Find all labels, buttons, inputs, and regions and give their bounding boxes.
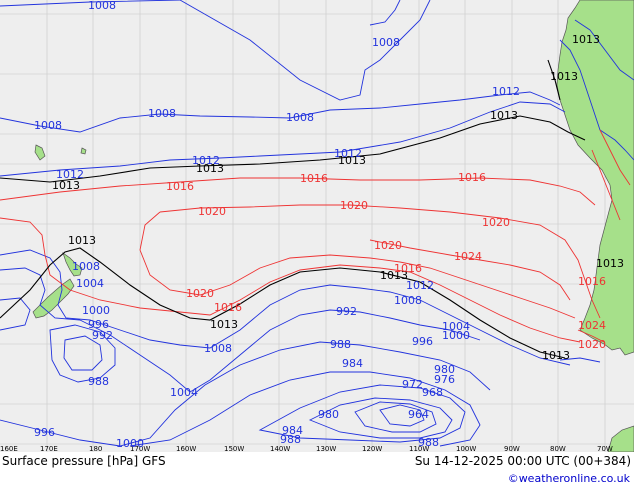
isobar-label: 1013 (542, 349, 570, 362)
isobar-label: 980 (318, 408, 339, 421)
isobar-label: 996 (412, 335, 433, 348)
isobar-label: 964 (408, 408, 429, 421)
isobar-label: 984 (342, 357, 363, 370)
lon-tick: 120W (362, 445, 382, 453)
isobar-label: 988 (88, 375, 109, 388)
isobar-label: 1020 (578, 338, 606, 351)
antarctic-peninsula-tip (607, 425, 634, 453)
isobar-label: 968 (422, 386, 443, 399)
isobar-label: 988 (418, 436, 439, 449)
isobar-label: 972 (402, 378, 423, 391)
isobar-label: 1013 (196, 162, 224, 175)
isobar-label: 1004 (442, 320, 470, 333)
isobar-label: 984 (282, 424, 303, 437)
isobar-label: 1012 (334, 147, 362, 160)
isobar-label: 1013 (380, 269, 408, 282)
isobar-label: 996 (34, 426, 55, 439)
isobar-label: 1020 (186, 287, 214, 300)
isobar-label: 1008 (88, 0, 116, 12)
isobar-label: 1013 (572, 33, 600, 46)
lon-tick: 160E (0, 445, 18, 453)
isobar-label: 1013 (52, 179, 80, 192)
lon-tick: 90W (504, 445, 520, 453)
isobar-label: 1020 (482, 216, 510, 229)
isobar-label: 1024 (454, 250, 482, 263)
credit-link[interactable]: ©weatheronline.co.uk (507, 472, 630, 485)
standard-isobars (0, 59, 586, 359)
low-isobars (0, 0, 634, 447)
isobar-label: 1013 (550, 70, 578, 83)
isobar-label: 1004 (76, 277, 104, 290)
isobar-label: 1016 (214, 301, 242, 314)
isobar-label: 1016 (578, 275, 606, 288)
high-isobars (0, 129, 631, 343)
isobar-labels: 1008 1008 1008 1008 1008 1008 1008 1008 … (34, 0, 624, 450)
lon-tick: 100W (456, 445, 476, 453)
isobar-label: 1016 (458, 171, 486, 184)
isobar-label: 1016 (394, 262, 422, 275)
isobar-label: 980 (434, 363, 455, 376)
lon-tick: 130W (316, 445, 336, 453)
lon-tick: 80W (550, 445, 566, 453)
isobar-label: 1013 (338, 154, 366, 167)
isobar-label: 1016 (300, 172, 328, 185)
isobar-label: 1012 (56, 168, 84, 181)
lon-tick: 70W (597, 445, 613, 453)
new-zealand-north-island (62, 252, 83, 277)
isobar-label: 1020 (340, 199, 368, 212)
map-footer: Surface pressure [hPa] GFS Su 14-12-2025… (0, 452, 634, 490)
isobar-label: 1013 (68, 234, 96, 247)
isobar-label: 1020 (198, 205, 226, 218)
isobar-label: 1013 (490, 109, 518, 122)
isobar-label: 1000 (442, 329, 470, 342)
isobar-label: 1008 (72, 260, 100, 273)
isobar-label: 1016 (166, 180, 194, 193)
lon-tick: 170W (130, 445, 150, 453)
pacific-island-a (34, 144, 46, 161)
longitude-axis: 160E 170E 180 170W 160W 150W 140W 130W 1… (0, 445, 613, 453)
pacific-island-b (80, 147, 87, 155)
lon-tick: 160W (176, 445, 196, 453)
isobar-label: 1012 (192, 154, 220, 167)
isobar-label: 1012 (492, 85, 520, 98)
isobar-label: 1008 (148, 107, 176, 120)
lon-tick: 150W (224, 445, 244, 453)
isobar-label: 1013 (596, 257, 624, 270)
isobar-label: 992 (336, 305, 357, 318)
isobar-label: 992 (92, 329, 113, 342)
isobar-label: 1013 (210, 318, 238, 331)
isobar-label: 1024 (578, 319, 606, 332)
valid-time: Su 14-12-2025 00:00 UTC (00+384) (414, 454, 631, 468)
isobar-label: 1008 (372, 36, 400, 49)
isobar-label: 1008 (204, 342, 232, 355)
isobar-label: 988 (280, 433, 301, 446)
isobar-label: 976 (434, 373, 455, 386)
isobar-label: 1020 (374, 239, 402, 252)
isobar-label: 1000 (116, 437, 144, 450)
lon-tick: 170E (40, 445, 58, 453)
lon-tick: 180 (89, 445, 102, 453)
lon-tick: 140W (270, 445, 290, 453)
lon-tick: 110W (409, 445, 429, 453)
isobar-label: 988 (330, 338, 351, 351)
isobar-label: 1008 (394, 294, 422, 307)
isobar-label: 996 (88, 318, 109, 331)
isobar-label: 1000 (82, 304, 110, 317)
map-title: Surface pressure [hPa] GFS (2, 454, 166, 468)
ocean-area (0, 0, 634, 452)
isobar-label: 1008 (286, 111, 314, 124)
isobar-label: 1008 (34, 119, 62, 132)
isobar-label: 1012 (406, 279, 434, 292)
isobar-label: 1004 (170, 386, 198, 399)
